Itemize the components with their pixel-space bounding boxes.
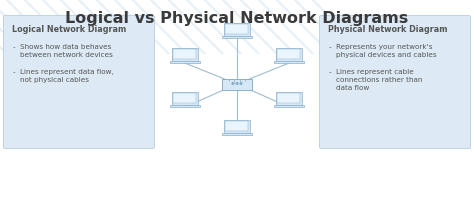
Circle shape xyxy=(232,83,234,85)
Bar xyxy=(222,79,252,90)
Text: -: - xyxy=(329,44,332,50)
Text: -: - xyxy=(13,44,16,50)
Bar xyxy=(277,50,301,60)
Text: Lines represent cable
connections rather than
data flow: Lines represent cable connections rather… xyxy=(336,69,422,90)
Text: -: - xyxy=(13,69,16,75)
FancyBboxPatch shape xyxy=(3,16,155,149)
Bar xyxy=(224,24,250,37)
Text: Logical vs Physical Network Diagrams: Logical vs Physical Network Diagrams xyxy=(65,11,409,25)
Bar xyxy=(276,49,302,62)
Text: Physical Network Diagram: Physical Network Diagram xyxy=(328,24,447,33)
Bar xyxy=(277,94,301,104)
Bar xyxy=(222,133,252,135)
Bar xyxy=(222,37,252,39)
Bar xyxy=(226,25,248,35)
FancyBboxPatch shape xyxy=(319,16,471,149)
Bar xyxy=(173,50,197,60)
Bar xyxy=(170,105,200,107)
Bar xyxy=(173,94,197,104)
Bar xyxy=(224,120,250,133)
Text: -: - xyxy=(329,69,332,75)
Bar xyxy=(276,93,302,105)
Bar xyxy=(172,49,198,62)
Circle shape xyxy=(240,83,242,85)
Text: Shows how data behaves
between network devices: Shows how data behaves between network d… xyxy=(20,44,113,58)
Text: Lines represent data flow,
not physical cables: Lines represent data flow, not physical … xyxy=(20,69,114,83)
Bar xyxy=(172,93,198,105)
Text: Logical Network Diagram: Logical Network Diagram xyxy=(12,24,126,33)
Circle shape xyxy=(236,83,238,85)
Bar xyxy=(274,62,304,64)
Text: Represents your network's
physical devices and cables: Represents your network's physical devic… xyxy=(336,44,437,58)
Bar xyxy=(170,62,200,64)
Bar xyxy=(274,105,304,107)
Bar xyxy=(226,122,248,132)
